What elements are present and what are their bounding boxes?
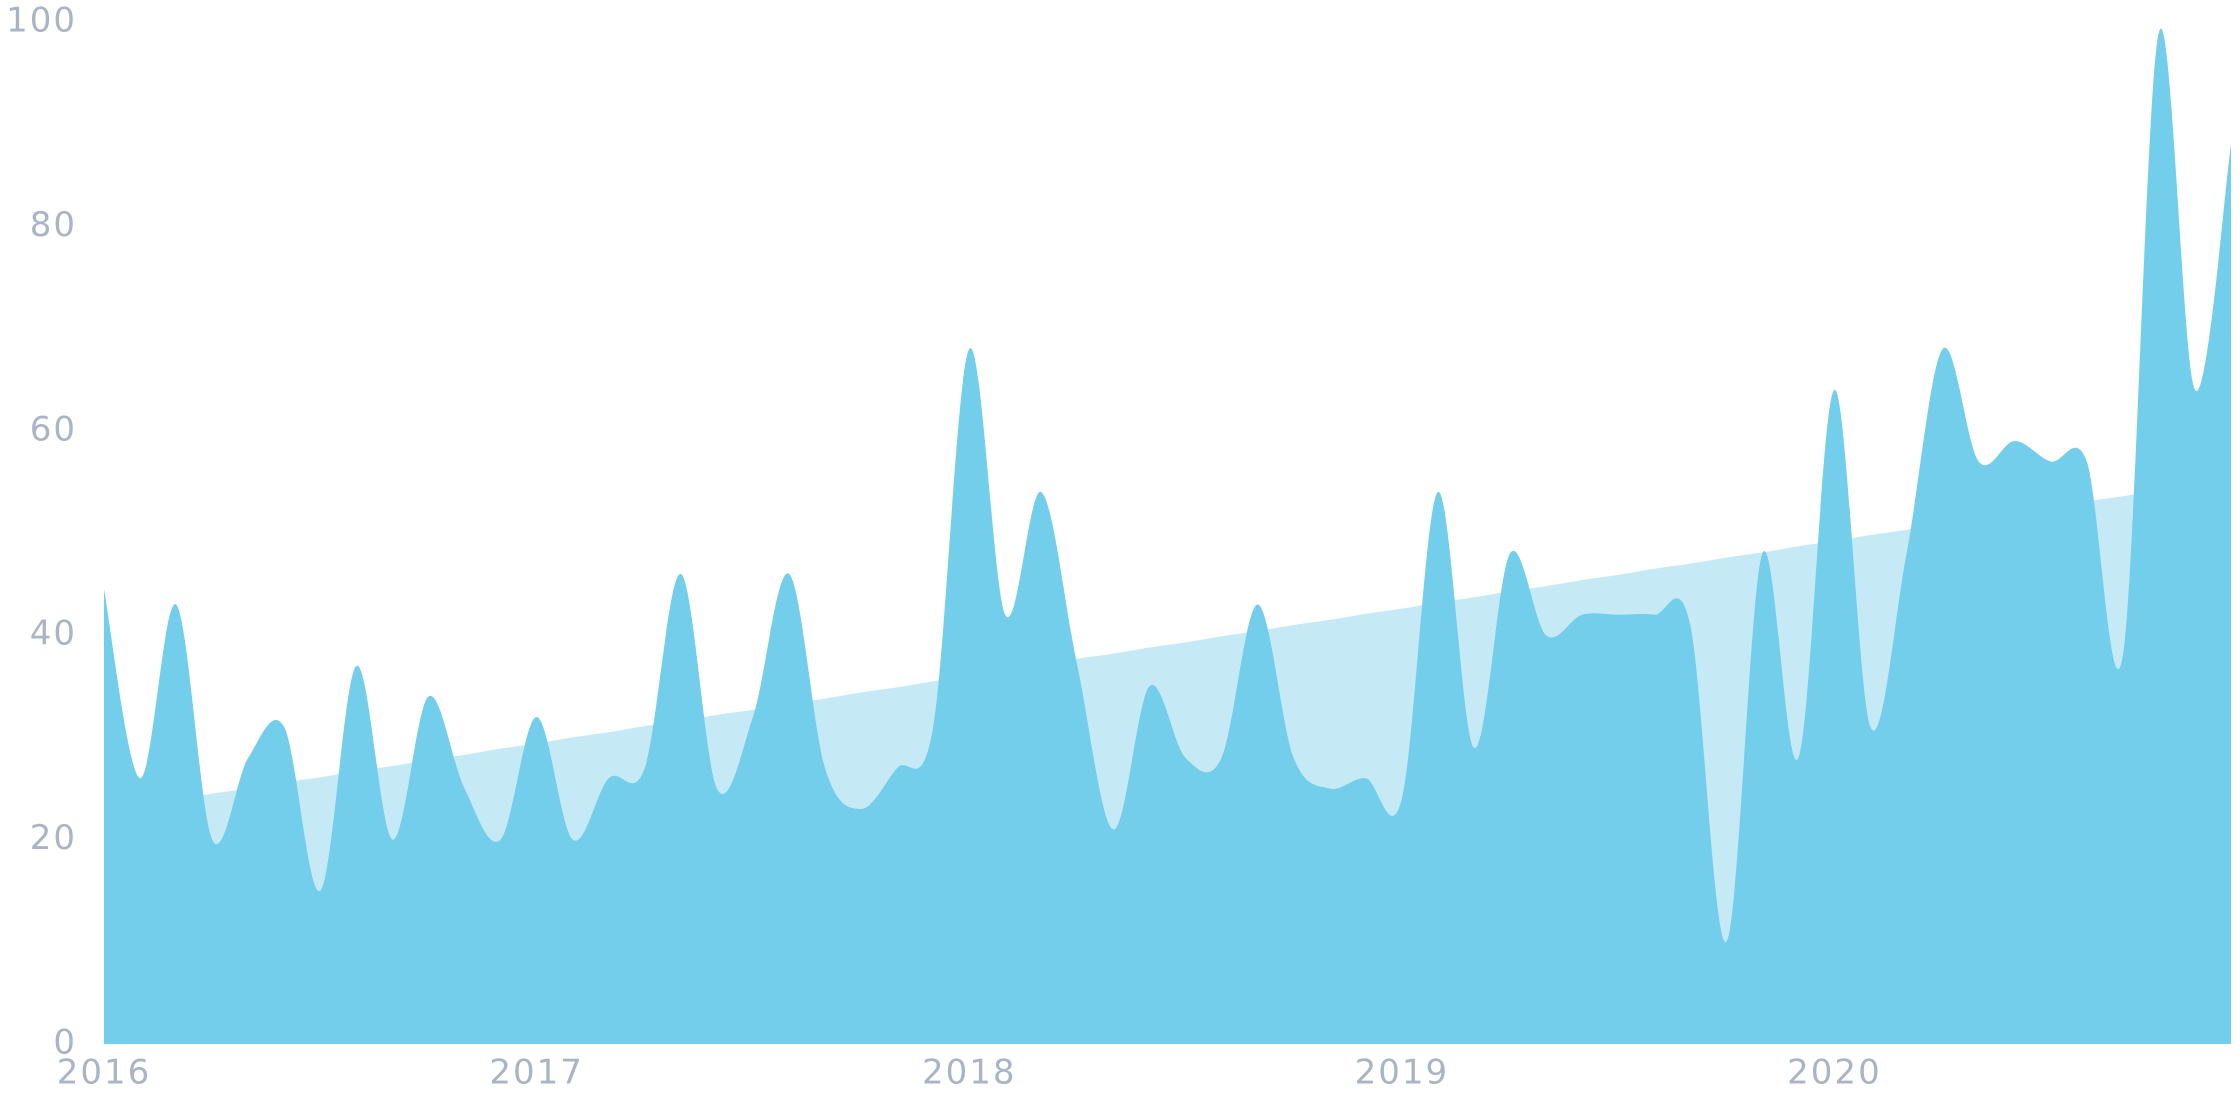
- x-tick-label: 2019: [1355, 1053, 1450, 1093]
- y-tick-label: 80: [30, 205, 77, 245]
- y-tick-label: 100: [6, 1, 77, 41]
- x-tick-label: 2020: [1787, 1053, 1882, 1093]
- x-tick-label: 2018: [922, 1053, 1017, 1093]
- area: [104, 28, 2231, 1044]
- x-tick-label: 2016: [57, 1053, 152, 1093]
- y-tick-label: 20: [30, 818, 77, 858]
- x-tick-label: 2017: [489, 1053, 584, 1093]
- y-tick-label: 60: [30, 409, 77, 449]
- y-tick-label: 40: [30, 614, 77, 654]
- y-tick-label: 0: [53, 1023, 77, 1063]
